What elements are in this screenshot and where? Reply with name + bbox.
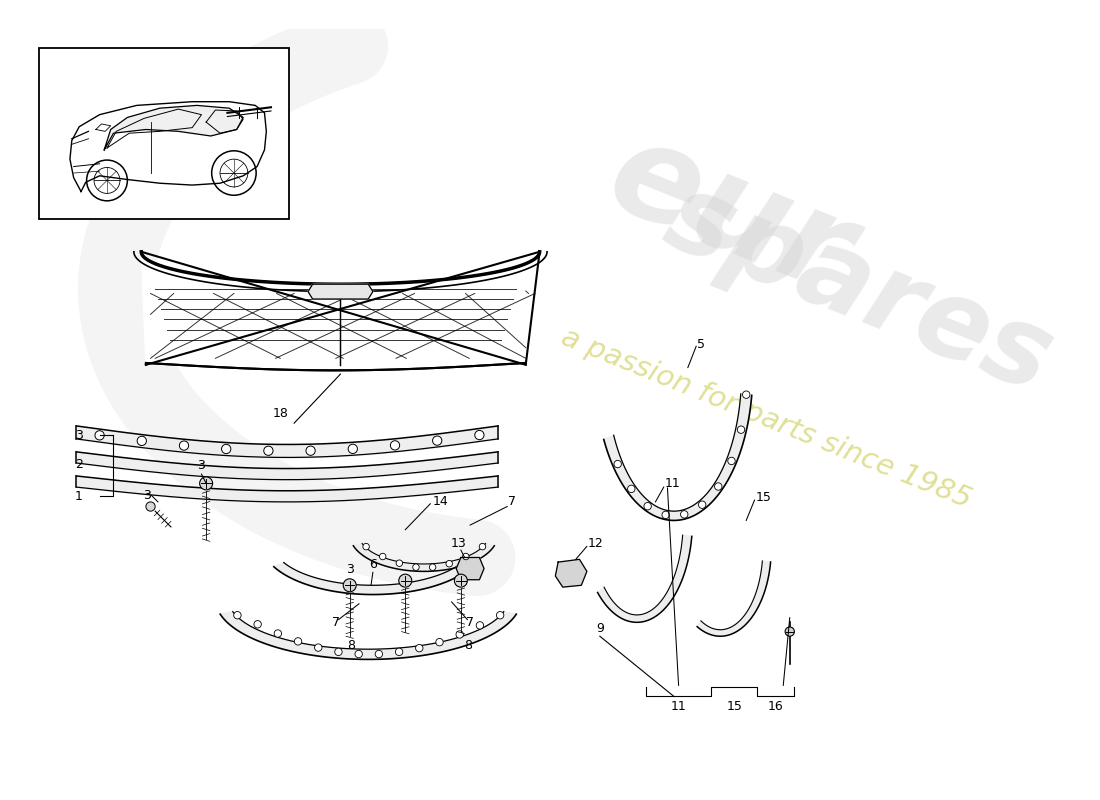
Circle shape [644, 502, 651, 510]
Circle shape [379, 554, 386, 560]
Circle shape [785, 627, 794, 636]
Polygon shape [220, 612, 516, 659]
Polygon shape [353, 543, 494, 571]
Text: 15: 15 [756, 490, 771, 504]
Circle shape [334, 648, 342, 655]
Circle shape [146, 502, 155, 511]
Text: 3: 3 [143, 489, 151, 502]
Polygon shape [70, 102, 266, 191]
Circle shape [429, 564, 436, 570]
Circle shape [95, 430, 104, 440]
FancyBboxPatch shape [40, 48, 289, 219]
Polygon shape [697, 561, 771, 636]
Polygon shape [597, 535, 692, 622]
Circle shape [390, 441, 399, 450]
Circle shape [315, 644, 322, 651]
Circle shape [456, 630, 463, 638]
Circle shape [454, 574, 467, 587]
Polygon shape [308, 284, 373, 299]
Polygon shape [556, 559, 587, 587]
Text: 8: 8 [464, 639, 472, 652]
Polygon shape [456, 558, 484, 580]
Text: 7: 7 [332, 616, 340, 629]
Text: 11: 11 [671, 700, 686, 714]
Text: 11: 11 [664, 477, 681, 490]
Circle shape [138, 436, 146, 446]
Text: 15: 15 [726, 700, 742, 714]
Polygon shape [274, 562, 472, 594]
Text: 13: 13 [451, 537, 466, 550]
Circle shape [306, 446, 316, 455]
Text: 12: 12 [587, 537, 604, 550]
Text: 18: 18 [273, 407, 288, 420]
Text: a passion for parts since 1985: a passion for parts since 1985 [558, 323, 976, 514]
Circle shape [363, 543, 370, 550]
Circle shape [199, 477, 212, 490]
Circle shape [399, 574, 411, 587]
Circle shape [349, 444, 358, 454]
Circle shape [614, 460, 622, 468]
Circle shape [463, 554, 469, 560]
Circle shape [264, 446, 273, 455]
Circle shape [662, 511, 670, 518]
Text: spares: spares [651, 163, 1068, 414]
Text: 2: 2 [75, 458, 82, 471]
Circle shape [476, 622, 484, 629]
Text: 16: 16 [768, 700, 783, 714]
Text: 3: 3 [345, 563, 354, 576]
Text: 3: 3 [198, 459, 206, 472]
Circle shape [221, 444, 231, 454]
Circle shape [628, 485, 635, 493]
Circle shape [416, 645, 424, 652]
Text: 7: 7 [466, 616, 474, 629]
Text: 3: 3 [75, 429, 82, 442]
Circle shape [274, 630, 282, 638]
Polygon shape [104, 106, 243, 150]
Circle shape [480, 543, 486, 550]
Circle shape [343, 578, 356, 592]
Circle shape [295, 638, 301, 645]
Circle shape [728, 458, 735, 465]
Circle shape [396, 560, 403, 566]
Text: 8: 8 [348, 639, 355, 652]
Circle shape [412, 564, 419, 570]
Circle shape [432, 436, 442, 446]
Text: 14: 14 [433, 495, 449, 509]
Circle shape [179, 441, 188, 450]
Circle shape [395, 648, 403, 655]
Text: 6: 6 [368, 558, 377, 571]
Text: 9: 9 [596, 622, 604, 634]
Circle shape [375, 650, 383, 658]
Circle shape [715, 482, 722, 490]
Circle shape [681, 510, 688, 518]
Circle shape [698, 501, 706, 509]
Circle shape [475, 430, 484, 440]
Circle shape [233, 611, 241, 619]
Circle shape [355, 650, 362, 658]
Circle shape [446, 561, 452, 567]
Text: eur: eur [591, 110, 869, 320]
Circle shape [742, 391, 750, 398]
Text: 1: 1 [75, 490, 82, 503]
Text: 5: 5 [697, 338, 705, 351]
Circle shape [436, 638, 443, 646]
Circle shape [496, 611, 504, 619]
Text: 7: 7 [508, 495, 516, 509]
Circle shape [737, 426, 745, 434]
Polygon shape [604, 394, 751, 521]
Polygon shape [141, 252, 540, 370]
Circle shape [254, 621, 262, 628]
